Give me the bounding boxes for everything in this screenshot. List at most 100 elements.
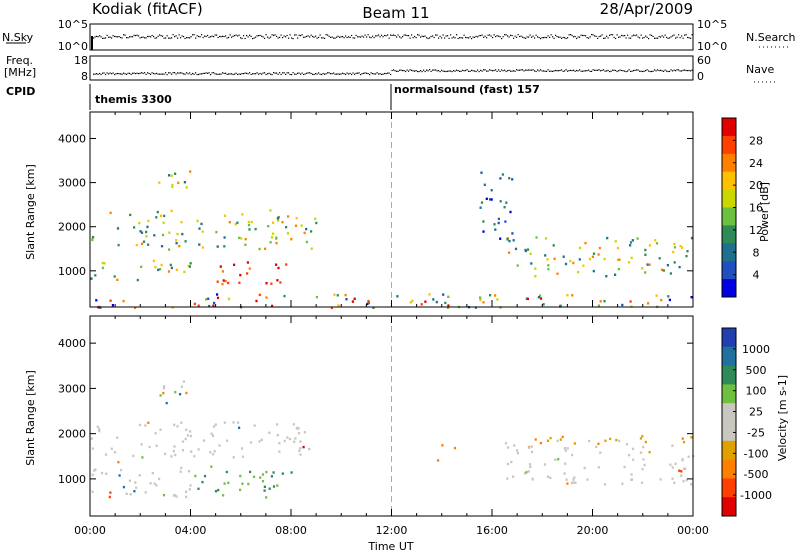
- nsky-point: [310, 34, 312, 36]
- freq-point: [432, 69, 434, 71]
- nsky-point: [427, 37, 429, 40]
- nsky-point: [199, 36, 201, 38]
- velocity-cell: [643, 463, 646, 467]
- power-cell: [605, 275, 608, 278]
- freq-point: [597, 69, 599, 71]
- power-cell: [591, 255, 594, 258]
- nsky-point: [591, 34, 593, 36]
- nsky-point: [204, 35, 206, 37]
- nsky-point: [460, 37, 462, 39]
- nsky-point: [552, 36, 554, 38]
- freq-point: [475, 70, 477, 73]
- power-cell: [629, 300, 632, 303]
- freq-point: [468, 70, 470, 72]
- nsky-point: [169, 37, 171, 39]
- nsky-point: [666, 36, 668, 38]
- freq-point: [282, 72, 284, 74]
- freq-point: [322, 73, 324, 75]
- velocity-cell: [181, 449, 185, 452]
- nsky-point: [294, 34, 296, 36]
- nsky-point: [561, 37, 563, 39]
- power-cell: [662, 269, 665, 272]
- freq-point: [256, 72, 258, 74]
- power-cell: [215, 230, 218, 234]
- nsky-point: [559, 36, 561, 38]
- freq-point: [556, 70, 558, 72]
- freq-point: [630, 70, 632, 72]
- power-cell: [678, 265, 681, 269]
- power-cell: [564, 262, 568, 266]
- power-cell: [314, 217, 317, 220]
- freq-point: [385, 73, 387, 75]
- velocity-cell: [563, 472, 566, 475]
- freq-point: [166, 74, 168, 76]
- nsky-point: [577, 36, 579, 38]
- nsky-point: [301, 34, 303, 36]
- power-cell: [138, 221, 141, 225]
- velocity-cell: [217, 488, 220, 492]
- power-cell: [544, 237, 548, 240]
- velocity-cell: [554, 458, 557, 461]
- nsky-point: [178, 34, 180, 36]
- nsky-point: [96, 35, 98, 37]
- velocity-cell: [162, 391, 165, 395]
- freq-point: [445, 70, 447, 73]
- nsky-point: [684, 34, 686, 36]
- power-cell: [95, 299, 98, 302]
- power-cell: [537, 296, 540, 299]
- nsky-point: [660, 36, 662, 38]
- freq-point: [603, 69, 605, 71]
- nsky-point: [589, 36, 591, 38]
- freq-point: [339, 73, 341, 75]
- nsky-point: [663, 36, 665, 38]
- velocity-cell: [527, 470, 530, 473]
- nsky-point: [126, 37, 128, 39]
- nsky-point: [189, 37, 191, 39]
- freq-point: [277, 73, 279, 75]
- power-cell: [224, 280, 227, 283]
- freq-point: [298, 72, 300, 74]
- velocity-cell: [227, 481, 230, 484]
- nsky-point: [576, 37, 578, 40]
- freq-point: [156, 72, 158, 74]
- nsky-point: [363, 36, 365, 38]
- velocity-cell: [546, 439, 550, 442]
- nsky-point: [688, 37, 690, 39]
- freq-point: [550, 70, 552, 72]
- freq-point: [606, 70, 608, 72]
- cpid-program-2: normalsound (fast) 157: [394, 83, 540, 96]
- freq-point: [132, 72, 134, 74]
- velocity-cell: [117, 461, 120, 464]
- power-cell: [505, 201, 508, 204]
- freq-point: [160, 73, 162, 75]
- nsky-point: [174, 36, 176, 38]
- velocity-cell: [690, 436, 693, 439]
- velocity-cell: [297, 432, 301, 435]
- nsky-point: [195, 37, 197, 39]
- nsky-point: [226, 37, 228, 39]
- freq-point: [411, 69, 413, 71]
- velocity-cell: [671, 466, 674, 469]
- velocity-cell: [299, 447, 302, 450]
- power-cell: [295, 217, 298, 220]
- freq-point: [363, 72, 365, 74]
- velocity-cell: [165, 401, 168, 405]
- nsky-point: [588, 37, 590, 39]
- nsky-point: [568, 34, 570, 36]
- velocity-colorbar-tick-label: 25: [749, 406, 763, 419]
- velocity-colorbar-tick-label: 100: [746, 385, 767, 398]
- nsky-point: [216, 34, 218, 36]
- power-cell: [91, 238, 94, 242]
- nsky-point: [196, 35, 198, 37]
- nsky-point: [625, 37, 627, 39]
- freq-point: [207, 72, 209, 74]
- beam-title: Beam 11: [362, 4, 429, 22]
- power-cell: [489, 198, 492, 201]
- power-cell: [174, 172, 177, 175]
- freq-point: [157, 73, 159, 75]
- power-cell: [534, 275, 537, 278]
- nsky-point: [114, 35, 116, 38]
- freq-strip-frame: [89, 55, 694, 81]
- freq-point: [496, 70, 498, 72]
